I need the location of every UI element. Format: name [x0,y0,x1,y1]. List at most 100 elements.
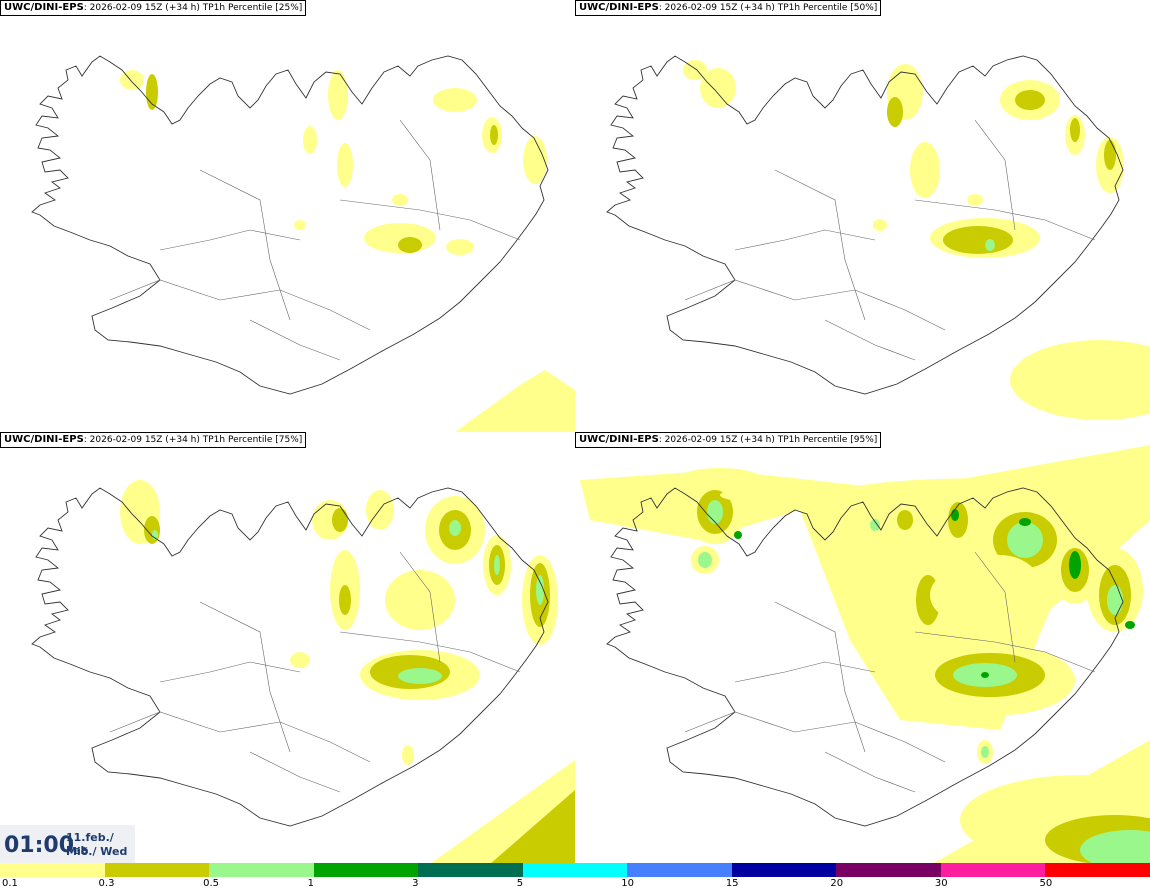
colorbar-label: 30 [934,878,948,889]
precip-cell [897,510,913,530]
colorbar-swatch [940,863,1047,877]
precipitation-map [31,55,575,432]
road-line [914,199,1096,241]
road-line [399,551,441,663]
precipitation-colorbar: 0.1 0.3 0.5 1 3 5 10 15 20 30 50 [0,863,1150,891]
road-line [914,631,1096,673]
precip-cell [303,126,317,154]
precip-cell [490,125,498,145]
colorbar-label: 0.1 [2,878,18,889]
precip-cell [385,570,455,630]
precip-cell [943,226,1013,254]
precipitation-map [580,445,1150,864]
road-line [734,229,876,251]
precip-cell [981,672,989,678]
coastline [31,55,549,395]
road-line [684,711,946,763]
precip-cell [1019,518,1031,526]
colorbar-label: 0.5 [203,878,219,889]
precip-cell [1125,621,1135,629]
colorbar-swatch [627,863,733,877]
valid-time-box: 01:00 11.feb./ Feb Mið./ Wed [0,825,135,863]
coastline [31,487,549,827]
colorbar-label: 20 [830,878,844,889]
precip-cell [446,239,474,255]
precip-cell [1069,551,1081,579]
precip-cell [294,220,306,230]
valid-date: 11.feb./ Feb [66,831,114,857]
precip-area [490,790,575,864]
precip-cell [870,519,880,531]
precip-cell [392,194,408,206]
road-line [339,199,521,241]
colorbar-swatch [104,863,211,877]
precip-cell [523,136,547,184]
precip-cell [707,500,723,524]
precip-cell [985,239,995,251]
road-line [159,229,301,251]
road-line [249,751,341,793]
precip-cell [720,485,880,505]
panel-title: UWC/DINI-EPS: 2026-02-09 15Z (+34 h) TP1… [0,0,307,16]
panel-title: UWC/DINI-EPS: 2026-02-09 15Z (+34 h) TP1… [575,0,882,16]
valid-weekday: Mið./ Wed [66,845,128,858]
road-line [684,279,946,331]
precip-cell [865,647,885,663]
precip-cell [981,746,989,758]
road-line [824,751,916,793]
precip-cell [339,585,351,615]
precip-cell [873,219,887,231]
precip-cell [698,552,712,568]
colorbar-label: 0.3 [98,878,115,889]
colorbar-label: 10 [621,878,634,889]
coastline [606,487,1124,827]
precip-cell [449,520,461,536]
colorbar-swatch [731,863,838,877]
precip-cell [536,575,544,605]
precip-cell [328,70,348,120]
precip-cell [433,88,477,112]
precip-cell [680,468,760,488]
precip-cell [951,509,959,521]
panel-title: UWC/DINI-EPS: 2026-02-09 15Z (+34 h) TP1… [575,432,882,448]
panel-title: UWC/DINI-EPS: 2026-02-09 15Z (+34 h) TP1… [0,432,307,448]
precipitation-map [606,55,1150,420]
precip-cell [398,237,422,253]
precip-cell [948,502,968,538]
precip-cell [734,531,742,539]
precip-cell [332,508,348,532]
road-line [199,601,291,753]
map-panel-p75: UWC/DINI-EPS: 2026-02-09 15Z (+34 h) TP1… [0,432,575,864]
precip-cell [494,555,500,575]
precip-area [455,370,575,432]
road-line [974,551,1016,663]
precip-cell [910,142,940,198]
precip-cell [1104,140,1116,170]
colorbar-label: 3 [412,878,419,889]
map-panel-p25: UWC/DINI-EPS: 2026-02-09 15Z (+34 h) TP1… [0,0,575,432]
map-panel-p95: UWC/DINI-EPS: 2026-02-09 15Z (+34 h) TP1… [575,432,1150,864]
colorbar-swatch [313,863,420,877]
coastline [606,55,1124,395]
colorbar-label: 50 [1039,878,1053,889]
road-line [339,631,521,673]
road-line [159,661,301,683]
precip-cell [402,745,414,765]
road-line [109,711,371,763]
precip-cell [1080,830,1150,864]
colorbar-swatch [209,863,315,877]
precip-cell [1070,118,1080,142]
colorbar-label: 5 [516,878,524,889]
colorbar-swatch [0,863,106,877]
road-line [774,169,866,321]
road-line [824,319,916,361]
precip-cell [120,70,144,90]
colorbar-swatch [1045,863,1150,877]
precip-cell [930,570,990,620]
precip-cell [850,478,1150,502]
precipitation-map [31,480,575,864]
precip-cell [1107,585,1123,615]
road-line [199,169,291,321]
road-line [249,319,341,361]
colorbar-label: 1 [307,878,314,889]
